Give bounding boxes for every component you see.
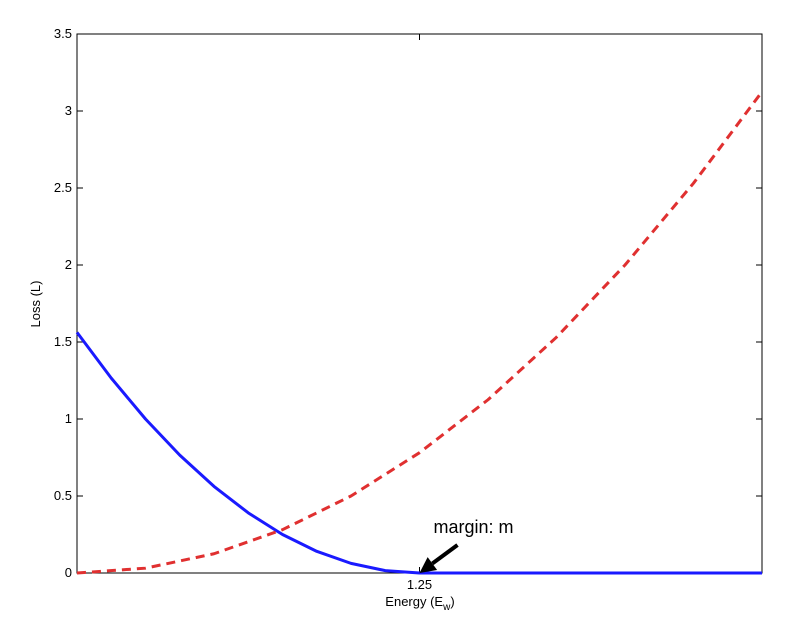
y-tick-label: 3.5 bbox=[54, 26, 72, 41]
x-axis: 1.25 bbox=[407, 34, 432, 592]
plot-frame bbox=[76, 33, 763, 574]
y-tick-label: 0.5 bbox=[54, 488, 72, 503]
y-tick-label: 1.5 bbox=[54, 334, 72, 349]
x-axis-label: Energy (Ew) bbox=[385, 594, 454, 613]
y-tick-label: 2.5 bbox=[54, 180, 72, 195]
series-group bbox=[75, 90, 764, 575]
y-tick-label: 3 bbox=[65, 103, 72, 118]
x-tick-label: 1.25 bbox=[407, 577, 432, 592]
annotation-arrow-head bbox=[419, 557, 438, 573]
plot-border bbox=[76, 33, 763, 574]
y-axis-label: Loss (L) bbox=[28, 281, 43, 328]
series-line-1 bbox=[75, 331, 762, 575]
y-tick-label: 0 bbox=[65, 565, 72, 580]
annotation-text: margin: m bbox=[434, 517, 514, 537]
y-tick-label: 1 bbox=[65, 411, 72, 426]
annotation: margin: m bbox=[419, 517, 514, 573]
annotation-arrow-shaft bbox=[431, 543, 459, 566]
y-tick-label: 2 bbox=[65, 257, 72, 272]
series-line-2 bbox=[76, 90, 764, 575]
y-axis: 0 0.5 1 1.5 2 2.5 3 3.5 bbox=[54, 26, 762, 580]
